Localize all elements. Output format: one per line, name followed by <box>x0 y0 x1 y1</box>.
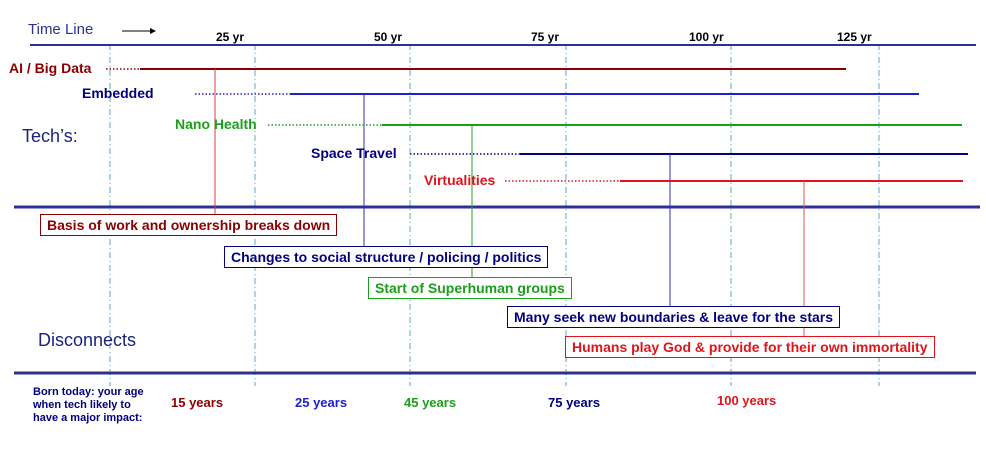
tick-label-125: 125 yr <box>837 30 872 44</box>
disconnect-box-social: Changes to social structure / policing /… <box>224 246 549 268</box>
tech-label-virtualities: Virtualities <box>424 172 496 188</box>
tech-label-ai: AI / Big Data <box>9 60 92 76</box>
tick-label-50: 50 yr <box>374 30 403 44</box>
tech-label-embedded: Embedded <box>82 85 154 101</box>
tick-label-75: 75 yr <box>531 30 560 44</box>
disconnect-box-stars: Many seek new boundaries & leave for the… <box>507 306 841 328</box>
age-label-45: 45 years <box>404 395 457 410</box>
disconnects-heading: Disconnects <box>38 330 137 350</box>
disconnect-box-superhuman: Start of Superhuman groups <box>368 277 572 299</box>
age-label-100: 100 years <box>717 393 777 408</box>
arrow-icon <box>122 28 156 34</box>
tick-label-100: 100 yr <box>689 30 724 44</box>
tech-label-space: Space Travel <box>311 145 397 161</box>
disconnect-box-immortality: Humans play God & provide for their own … <box>565 336 935 358</box>
timeline-title: Time Line <box>28 21 94 38</box>
techs-heading: Tech’s: <box>22 126 78 146</box>
disconnect-box-work: Basis of work and ownership breaks down <box>40 214 338 236</box>
tick-label-25: 25 yr <box>216 30 245 44</box>
age-label-15: 15 years <box>171 395 224 410</box>
age-label-25: 25 years <box>295 395 348 410</box>
footer-note: Born today: your age when tech likely to… <box>33 386 144 424</box>
age-label-75: 75 years <box>548 395 601 410</box>
tech-label-nano: Nano Health <box>175 116 257 132</box>
